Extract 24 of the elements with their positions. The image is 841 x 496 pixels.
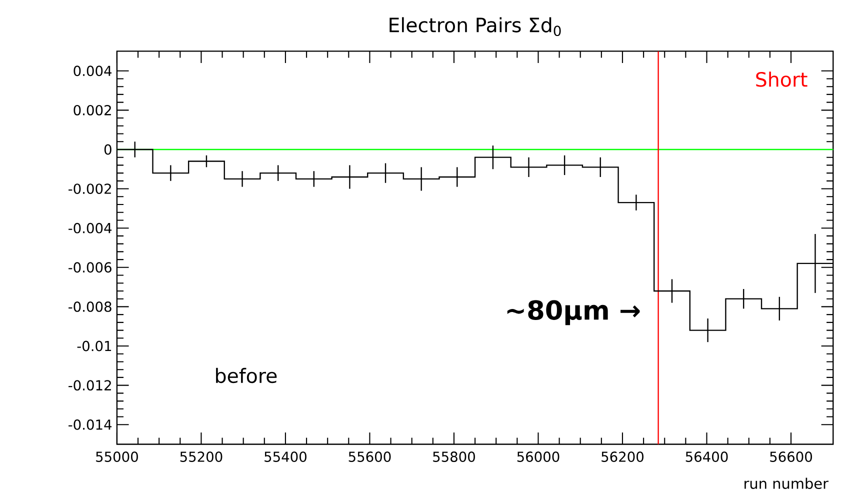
x-tick-label: 56600	[770, 452, 812, 462]
y-tick-label: 0	[104, 144, 112, 155]
x-axis-title: run number	[744, 478, 828, 490]
x-tick-label: 55400	[264, 452, 306, 462]
ref-line-label: Short	[756, 72, 808, 88]
x-tick-label: 56200	[602, 452, 644, 462]
y-tick-label: 0.004	[74, 66, 112, 76]
y-tick-label: -0.012	[68, 380, 111, 391]
x-tick-label: 55600	[348, 452, 391, 462]
x-tick-label: 55800	[433, 452, 475, 462]
x-tick-label: 55000	[96, 452, 138, 462]
annotation: before	[216, 368, 277, 384]
annotation: ~80μm →	[507, 300, 640, 326]
y-tick-label: -0.002	[68, 184, 111, 194]
y-tick-label: -0.006	[68, 262, 112, 273]
y-tick-label: -0.01	[77, 341, 112, 352]
y-tick-label: -0.014	[68, 420, 112, 430]
y-tick-label: 0.002	[74, 105, 111, 116]
x-tick-label: 55200	[180, 452, 222, 462]
x-tick-label: 56400	[686, 452, 728, 462]
chart-title: Electron Pairs Σd$_{0}$	[390, 17, 561, 36]
x-tick-label: 56000	[517, 452, 560, 462]
y-tick-label: -0.004	[68, 223, 112, 234]
y-tick-label: -0.008	[68, 302, 112, 312]
